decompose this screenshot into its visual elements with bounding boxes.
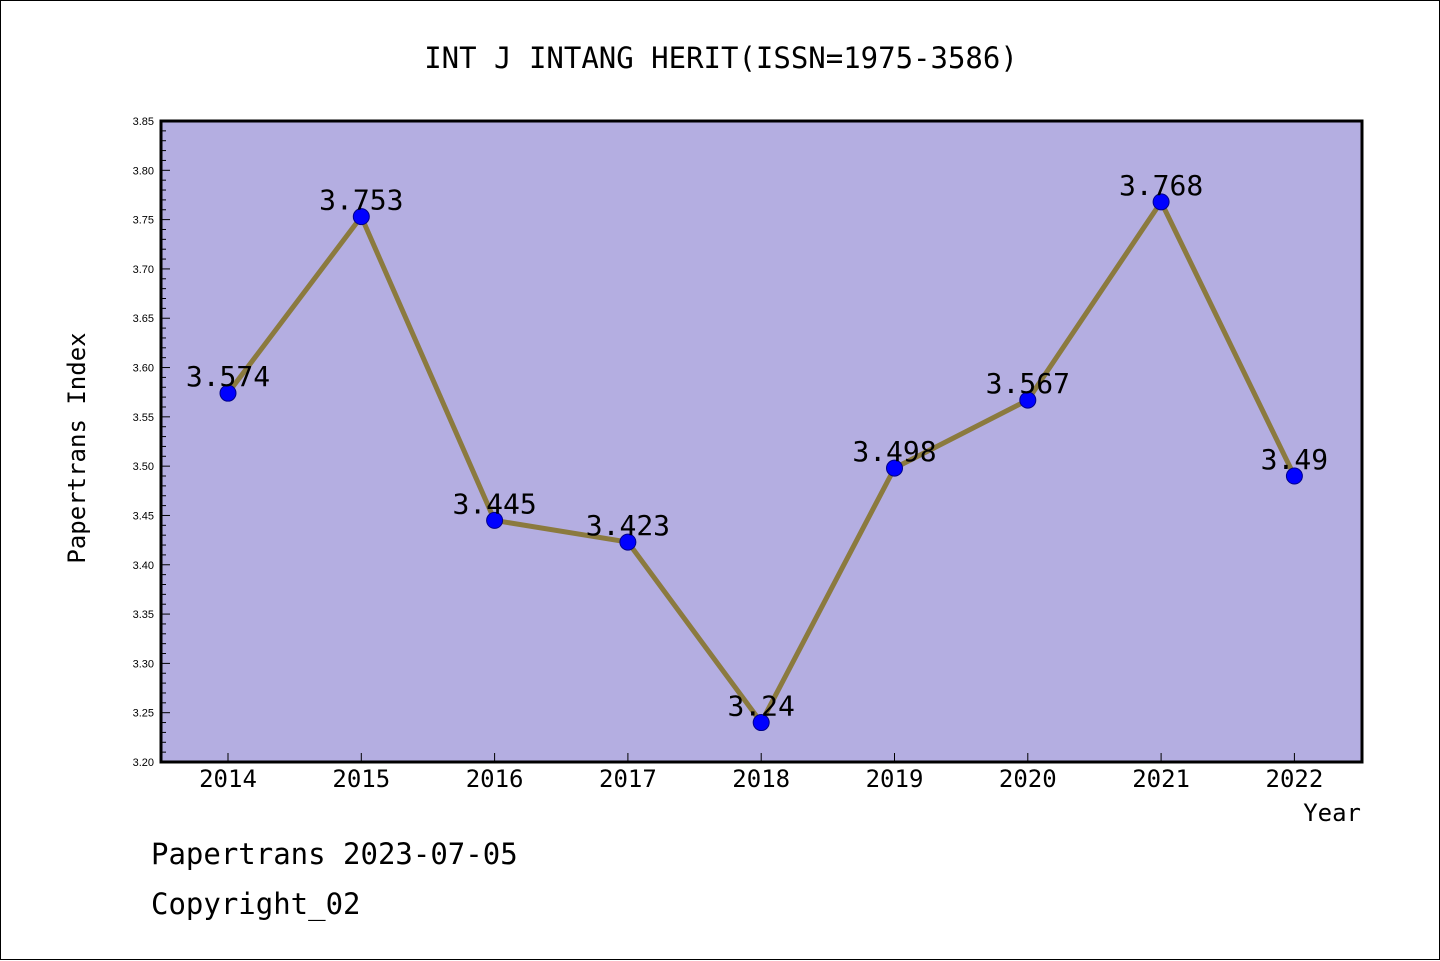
y-tick-label: 3.70 bbox=[133, 264, 154, 276]
y-tick-label: 3.45 bbox=[133, 510, 154, 522]
data-label: 3.24 bbox=[727, 690, 794, 723]
data-point bbox=[352, 208, 370, 226]
data-point bbox=[886, 459, 903, 477]
y-tick-label: 3.55 bbox=[133, 412, 154, 424]
y-tick-label: 3.80 bbox=[133, 165, 154, 177]
data-label: 3.567 bbox=[986, 367, 1070, 400]
y-tick-label: 3.65 bbox=[133, 313, 154, 325]
data-point bbox=[619, 533, 637, 551]
y-tick-label: 3.35 bbox=[133, 609, 154, 621]
x-tick-label: 2019 bbox=[866, 765, 924, 793]
y-tick-label: 3.85 bbox=[133, 116, 154, 128]
data-label: 3.574 bbox=[186, 360, 270, 393]
data-label: 3.753 bbox=[319, 184, 403, 217]
footer-date-text: Papertrans 2023-07-05 bbox=[151, 837, 518, 871]
footer-copyright-text: Copyright_02 bbox=[151, 887, 361, 921]
x-axis-label: Year bbox=[1303, 799, 1361, 827]
data-label: 3.498 bbox=[852, 435, 936, 468]
x-tick-label: 2022 bbox=[1266, 765, 1324, 793]
y-tick-label: 3.30 bbox=[133, 658, 154, 670]
x-tick-label: 2021 bbox=[1132, 765, 1190, 793]
x-tick-label: 2017 bbox=[599, 765, 657, 793]
data-labels: 3.574 3.753 3.445 3.423 3.24 3.498 3.567 3.768 3… bbox=[186, 169, 1328, 723]
data-label: 3.49 bbox=[1261, 443, 1328, 476]
x-axis-ticks: 2014 2015 2016 2017 2018 2019 2020 2021 2022 bbox=[199, 753, 1323, 793]
data-point bbox=[752, 714, 770, 732]
data-point bbox=[1019, 391, 1037, 409]
y-tick-label: 3.20 bbox=[133, 757, 154, 769]
plot-area bbox=[159, 119, 1364, 764]
y-tick-label: 3.75 bbox=[133, 215, 154, 227]
y-tick-label: 3.50 bbox=[133, 461, 154, 473]
x-tick-label: 2016 bbox=[466, 765, 524, 793]
data-point bbox=[1152, 193, 1170, 211]
y-axis-ticks: 3.20 3.25 3.30 3.35 3.40 3.45 3.50 3.55 3.60 3.65… bbox=[133, 116, 170, 769]
data-point bbox=[1285, 467, 1303, 485]
x-tick-label: 2018 bbox=[732, 765, 790, 793]
data-point bbox=[219, 384, 237, 402]
y-tick-label: 3.60 bbox=[133, 363, 154, 375]
series-markers bbox=[219, 193, 1303, 732]
data-point bbox=[486, 511, 504, 529]
y-tick-label: 3.25 bbox=[133, 708, 154, 720]
data-label: 3.445 bbox=[452, 487, 536, 520]
y-tick-label: 3.40 bbox=[133, 560, 154, 572]
x-tick-label: 2014 bbox=[199, 765, 257, 793]
y-axis-label: Papertrans Index bbox=[63, 332, 91, 563]
data-label: 3.423 bbox=[586, 509, 670, 542]
chart-title: INT J INTANG HERIT(ISSN=1975-3586) bbox=[424, 41, 1018, 75]
x-tick-label: 2020 bbox=[999, 765, 1057, 793]
x-tick-label: 2015 bbox=[332, 765, 390, 793]
data-label: 3.768 bbox=[1119, 169, 1203, 202]
